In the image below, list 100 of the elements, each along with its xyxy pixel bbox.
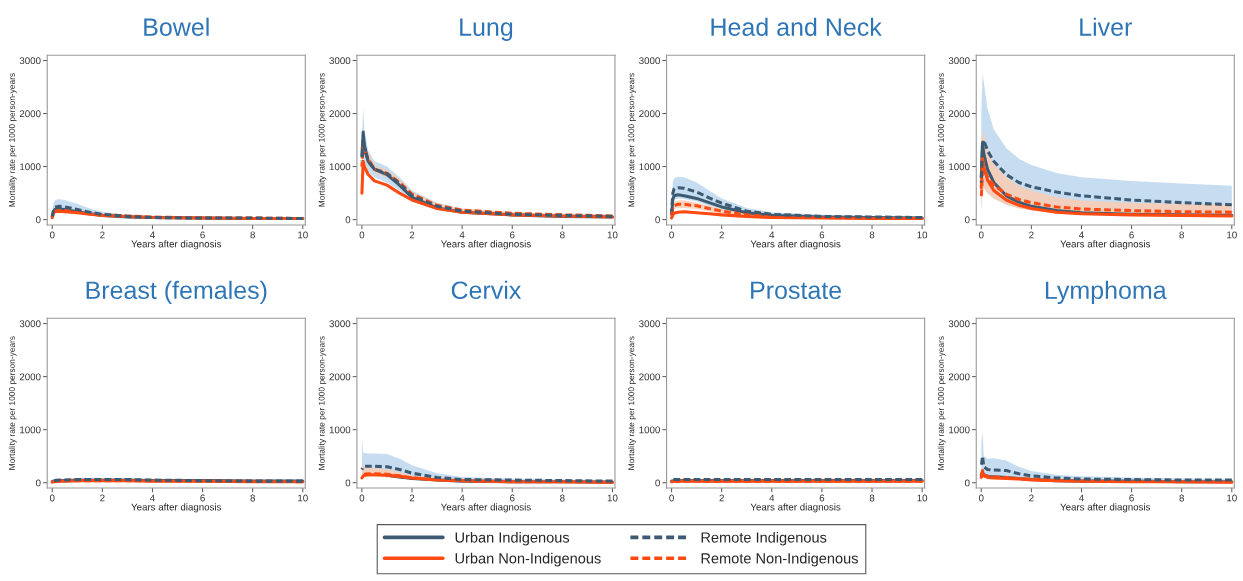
x-tick-label: 0 xyxy=(49,494,55,502)
y-tick-label: 2000 xyxy=(948,373,970,381)
x-tick-label: 4 xyxy=(459,231,465,239)
x-tick-label: 10 xyxy=(607,494,618,502)
x-tick-label: 8 xyxy=(560,494,565,502)
y-tick-label: 3000 xyxy=(329,320,351,328)
y-tick-label: 3000 xyxy=(639,57,660,65)
x-tick-label: 8 xyxy=(1179,231,1184,239)
y-tick-label: 1000 xyxy=(949,426,970,434)
y-tick-label: 0 xyxy=(655,479,660,487)
x-tick-label: 2 xyxy=(1029,494,1034,502)
x-tick-label: 4 xyxy=(459,494,465,502)
y-tick-label: 1000 xyxy=(639,163,660,171)
x-tick-label: 10 xyxy=(607,231,618,239)
y-tick-label: 1000 xyxy=(949,163,970,171)
y-axis-title: Mortality rate per 1000 person-years xyxy=(318,73,327,207)
x-tick-label: 0 xyxy=(359,494,365,502)
chart-title: Liver xyxy=(1080,17,1132,36)
x-tick-label: 10 xyxy=(917,494,928,502)
x-tick-label: 6 xyxy=(510,231,515,239)
y-tick-label: 0 xyxy=(345,479,351,487)
y-axis-title: Mortality rate per 1000 person-years xyxy=(937,336,946,470)
y-axis-title: Mortality rate per 1000 person-years xyxy=(8,73,17,207)
x-tick-label: 10 xyxy=(1227,231,1237,239)
x-tick-label: 0 xyxy=(669,231,674,239)
x-tick-label: 0 xyxy=(978,494,984,502)
y-tick-label: 2000 xyxy=(639,110,660,118)
x-axis-title: Years after diagnosis xyxy=(1060,503,1151,513)
x-axis-title: Years after diagnosis xyxy=(131,240,222,250)
y-axis-title: Mortality rate per 1000 person-years xyxy=(628,336,636,470)
chart-title: Cervix xyxy=(451,280,522,300)
y-tick-label: 1000 xyxy=(329,426,351,434)
y-axis-title: Mortality rate per 1000 person-years xyxy=(937,73,946,207)
x-tick-label: 6 xyxy=(200,231,205,239)
x-tick-label: 6 xyxy=(1129,231,1134,239)
y-tick-label: 0 xyxy=(964,479,970,487)
chart-title: Prostate xyxy=(751,281,842,300)
x-tick-label: 0 xyxy=(359,231,365,239)
x-tick-label: 8 xyxy=(560,231,565,239)
x-axis-title: Years after diagnosis xyxy=(440,240,531,250)
y-tick-label: 0 xyxy=(35,216,41,224)
y-axis-title: Mortality rate per 1000 person-years xyxy=(318,336,327,470)
y-tick-label: 0 xyxy=(655,216,660,224)
x-tick-label: 4 xyxy=(149,231,155,239)
x-axis-title: Years after diagnosis xyxy=(1060,240,1151,250)
chart-title: Lung xyxy=(460,18,513,41)
x-tick-label: 8 xyxy=(250,231,255,239)
y-tick-label: 1000 xyxy=(20,426,41,434)
x-tick-label: 2 xyxy=(719,494,724,502)
x-tick-label: 6 xyxy=(1129,494,1134,502)
x-tick-label: 0 xyxy=(49,231,55,239)
x-tick-label: 6 xyxy=(819,494,825,502)
y-tick-label: 1000 xyxy=(20,163,41,171)
y-tick-label: 0 xyxy=(345,216,351,224)
y-tick-label: 2000 xyxy=(948,110,970,118)
x-tick-label: 6 xyxy=(819,231,825,239)
y-tick-label: 3000 xyxy=(639,320,660,328)
x-tick-label: 8 xyxy=(250,494,255,502)
y-tick-label: 3000 xyxy=(948,57,970,65)
x-tick-label: 10 xyxy=(917,231,928,239)
legend-label: Remote Non-Indigenous xyxy=(701,552,858,567)
x-tick-label: 6 xyxy=(510,494,515,502)
x-tick-label: 0 xyxy=(978,231,984,239)
x-tick-label: 8 xyxy=(869,231,875,239)
x-tick-label: 6 xyxy=(200,494,205,502)
x-tick-label: 4 xyxy=(1078,231,1084,239)
y-axis-title: Mortality rate per 1000 person-years xyxy=(628,73,636,207)
y-tick-label: 0 xyxy=(35,479,41,487)
x-tick-label: 4 xyxy=(149,494,155,502)
chart-title: Head and Neck xyxy=(711,17,882,36)
x-tick-label: 4 xyxy=(769,231,775,239)
chart-title: Lymphoma xyxy=(1045,280,1167,305)
y-tick-label: 2000 xyxy=(639,373,660,381)
y-tick-label: 2000 xyxy=(329,110,351,118)
y-tick-label: 1000 xyxy=(329,163,351,171)
x-tick-label: 2 xyxy=(719,231,724,239)
legend-label: Remote Indigenous xyxy=(701,531,827,546)
x-axis-title: Years after diagnosis xyxy=(131,503,222,513)
x-axis-title: Years after diagnosis xyxy=(750,240,841,250)
x-axis-title: Years after diagnosis xyxy=(440,503,531,513)
y-tick-label: 2000 xyxy=(19,373,41,381)
y-tick-label: 3000 xyxy=(948,320,970,328)
x-tick-label: 2 xyxy=(1029,231,1034,239)
chart-title: Bowel xyxy=(144,17,209,36)
line-series xyxy=(979,157,1234,218)
y-tick-label: 3000 xyxy=(19,57,41,65)
x-tick-label: 10 xyxy=(298,494,308,502)
y-tick-label: 3000 xyxy=(329,57,351,65)
y-tick-label: 2000 xyxy=(19,110,41,118)
y-tick-label: 1000 xyxy=(639,426,660,434)
x-tick-label: 8 xyxy=(869,494,875,502)
x-tick-label: 0 xyxy=(669,494,674,502)
y-axis-title: Mortality rate per 1000 person-years xyxy=(8,336,17,470)
y-tick-label: 0 xyxy=(964,216,970,224)
x-tick-label: 8 xyxy=(1179,494,1184,502)
x-tick-label: 2 xyxy=(409,231,415,239)
legend-label: Urban Indigenous xyxy=(455,531,570,546)
legend-label: Urban Non-Indigenous xyxy=(455,552,601,567)
x-tick-label: 10 xyxy=(1227,494,1237,502)
x-axis-title: Years after diagnosis xyxy=(750,503,841,513)
